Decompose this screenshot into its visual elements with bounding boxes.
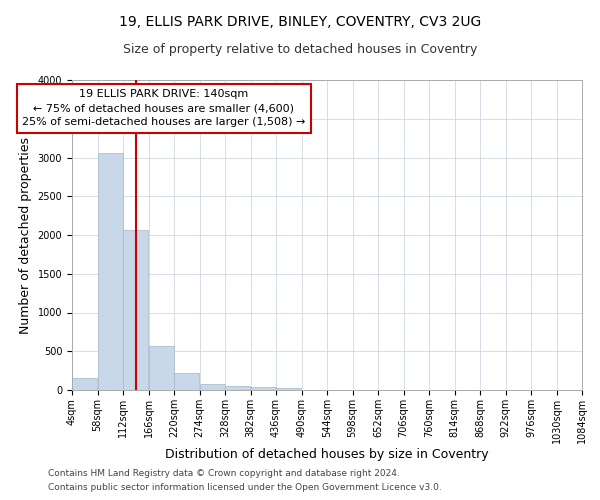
Bar	[200, 384, 225, 390]
Text: Contains public sector information licensed under the Open Government Licence v3: Contains public sector information licen…	[48, 484, 442, 492]
X-axis label: Distribution of detached houses by size in Coventry: Distribution of detached houses by size …	[165, 448, 489, 462]
Bar	[97, 153, 123, 390]
Bar	[72, 378, 97, 390]
Text: Size of property relative to detached houses in Coventry: Size of property relative to detached ho…	[123, 42, 477, 56]
Text: 19 ELLIS PARK DRIVE: 140sqm
← 75% of detached houses are smaller (4,600)
25% of : 19 ELLIS PARK DRIVE: 140sqm ← 75% of det…	[22, 90, 305, 128]
Y-axis label: Number of detached properties: Number of detached properties	[19, 136, 32, 334]
Text: 19, ELLIS PARK DRIVE, BINLEY, COVENTRY, CV3 2UG: 19, ELLIS PARK DRIVE, BINLEY, COVENTRY, …	[119, 15, 481, 29]
Bar	[123, 230, 148, 390]
Bar	[225, 386, 250, 390]
Bar	[149, 346, 174, 390]
Bar	[276, 388, 301, 390]
Bar	[174, 374, 199, 390]
Text: Contains HM Land Registry data © Crown copyright and database right 2024.: Contains HM Land Registry data © Crown c…	[48, 468, 400, 477]
Bar	[251, 386, 276, 390]
